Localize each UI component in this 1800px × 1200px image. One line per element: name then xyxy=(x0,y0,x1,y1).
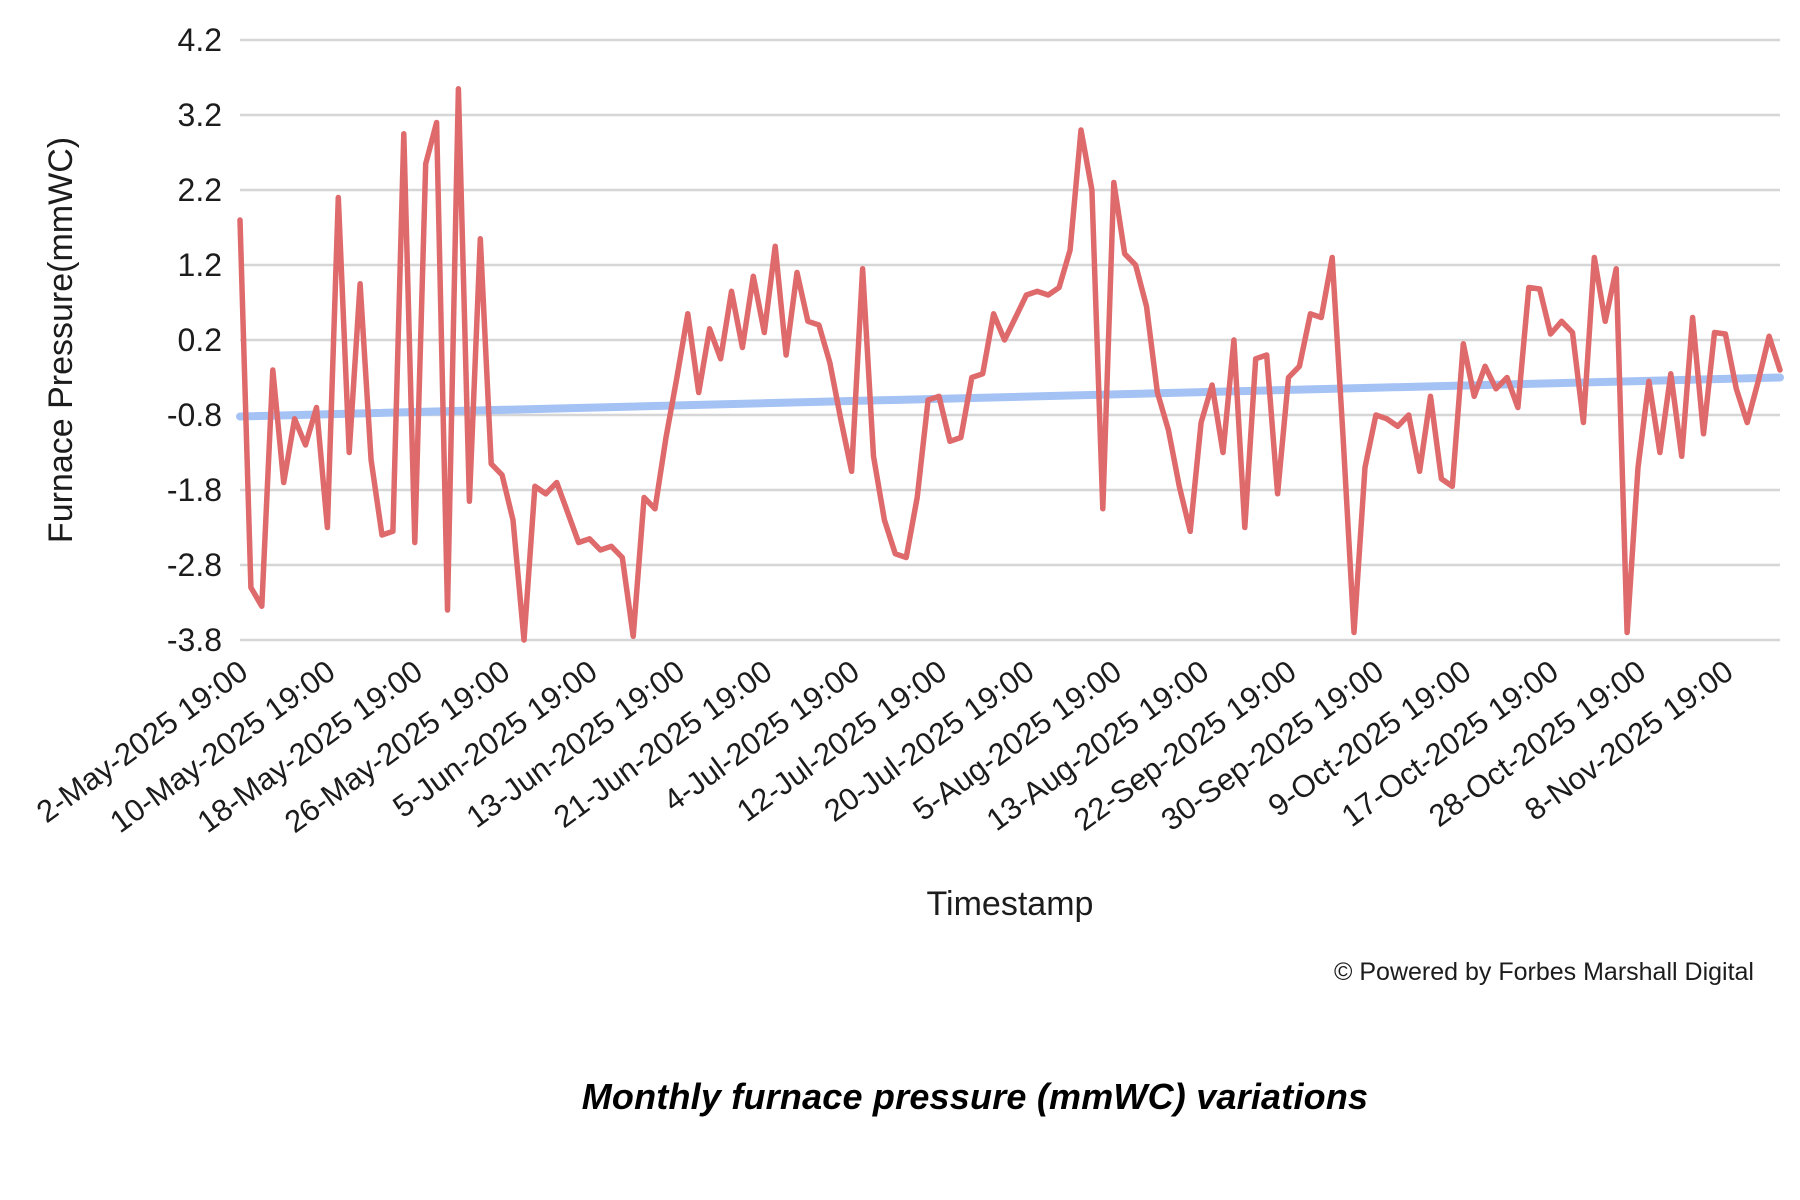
y-tick-label: -3.8 xyxy=(167,622,222,658)
y-tick-label: 4.2 xyxy=(178,22,222,58)
furnace-pressure-chart: 4.2 3.2 2.2 1.2 0.2 -0.8 -1.8 -2.8 -3.8 Furnace P… xyxy=(30,22,1784,840)
trendline xyxy=(236,373,1784,421)
y-tick-label: 0.2 xyxy=(178,322,222,358)
x-axis-title: Timestamp xyxy=(926,885,1094,923)
y-tick-label: -1.8 xyxy=(167,472,222,508)
chart-canvas: 4.2 3.2 2.2 1.2 0.2 -0.8 -1.8 -2.8 -3.8 Furnace P… xyxy=(30,22,1784,840)
footer-credit: © Powered by Forbes Marshall Digital xyxy=(1334,958,1754,986)
pressure-series-line xyxy=(237,86,1783,643)
y-tick-label: 2.2 xyxy=(178,172,222,208)
y-tick-label: -2.8 xyxy=(167,547,222,583)
y-tick-label: 3.2 xyxy=(178,97,222,133)
y-tick-label: 1.2 xyxy=(178,247,222,283)
y-tick-label: -0.8 xyxy=(167,397,222,433)
page-caption: Monthly furnace pressure (mmWC) variatio… xyxy=(581,1076,1369,1117)
y-axis-title: Furnace Pressure(mmWC) xyxy=(42,137,80,543)
